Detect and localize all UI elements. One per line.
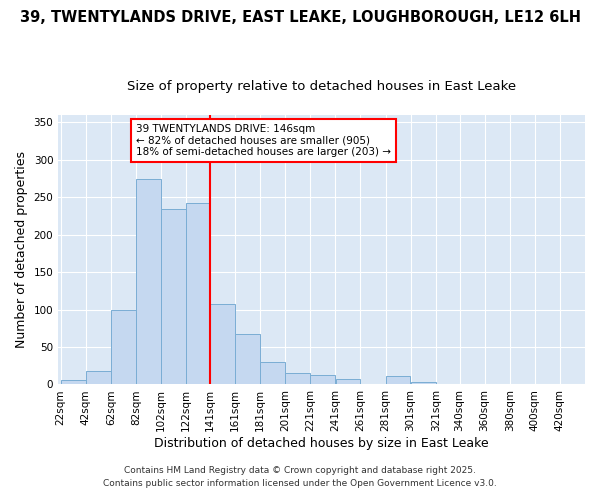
Bar	[310, 374, 335, 384]
Text: Contains HM Land Registry data © Crown copyright and database right 2025.
Contai: Contains HM Land Registry data © Crown c…	[103, 466, 497, 487]
Bar	[335, 379, 360, 384]
Bar	[235, 334, 260, 384]
Bar	[161, 208, 186, 384]
Bar	[187, 204, 210, 384]
Bar	[210, 304, 235, 384]
Bar	[136, 178, 161, 384]
Bar	[386, 376, 410, 384]
Text: 39, TWENTYLANDS DRIVE, EAST LEAKE, LOUGHBOROUGH, LE12 6LH: 39, TWENTYLANDS DRIVE, EAST LEAKE, LOUGH…	[19, 10, 581, 25]
Bar	[111, 310, 136, 384]
Text: 39 TWENTYLANDS DRIVE: 146sqm
← 82% of detached houses are smaller (905)
18% of s: 39 TWENTYLANDS DRIVE: 146sqm ← 82% of de…	[136, 124, 391, 157]
Bar	[86, 371, 110, 384]
Bar	[61, 380, 86, 384]
Bar	[260, 362, 285, 384]
Title: Size of property relative to detached houses in East Leake: Size of property relative to detached ho…	[127, 80, 516, 93]
Bar	[286, 373, 310, 384]
X-axis label: Distribution of detached houses by size in East Leake: Distribution of detached houses by size …	[154, 437, 489, 450]
Y-axis label: Number of detached properties: Number of detached properties	[15, 151, 28, 348]
Bar	[411, 382, 436, 384]
